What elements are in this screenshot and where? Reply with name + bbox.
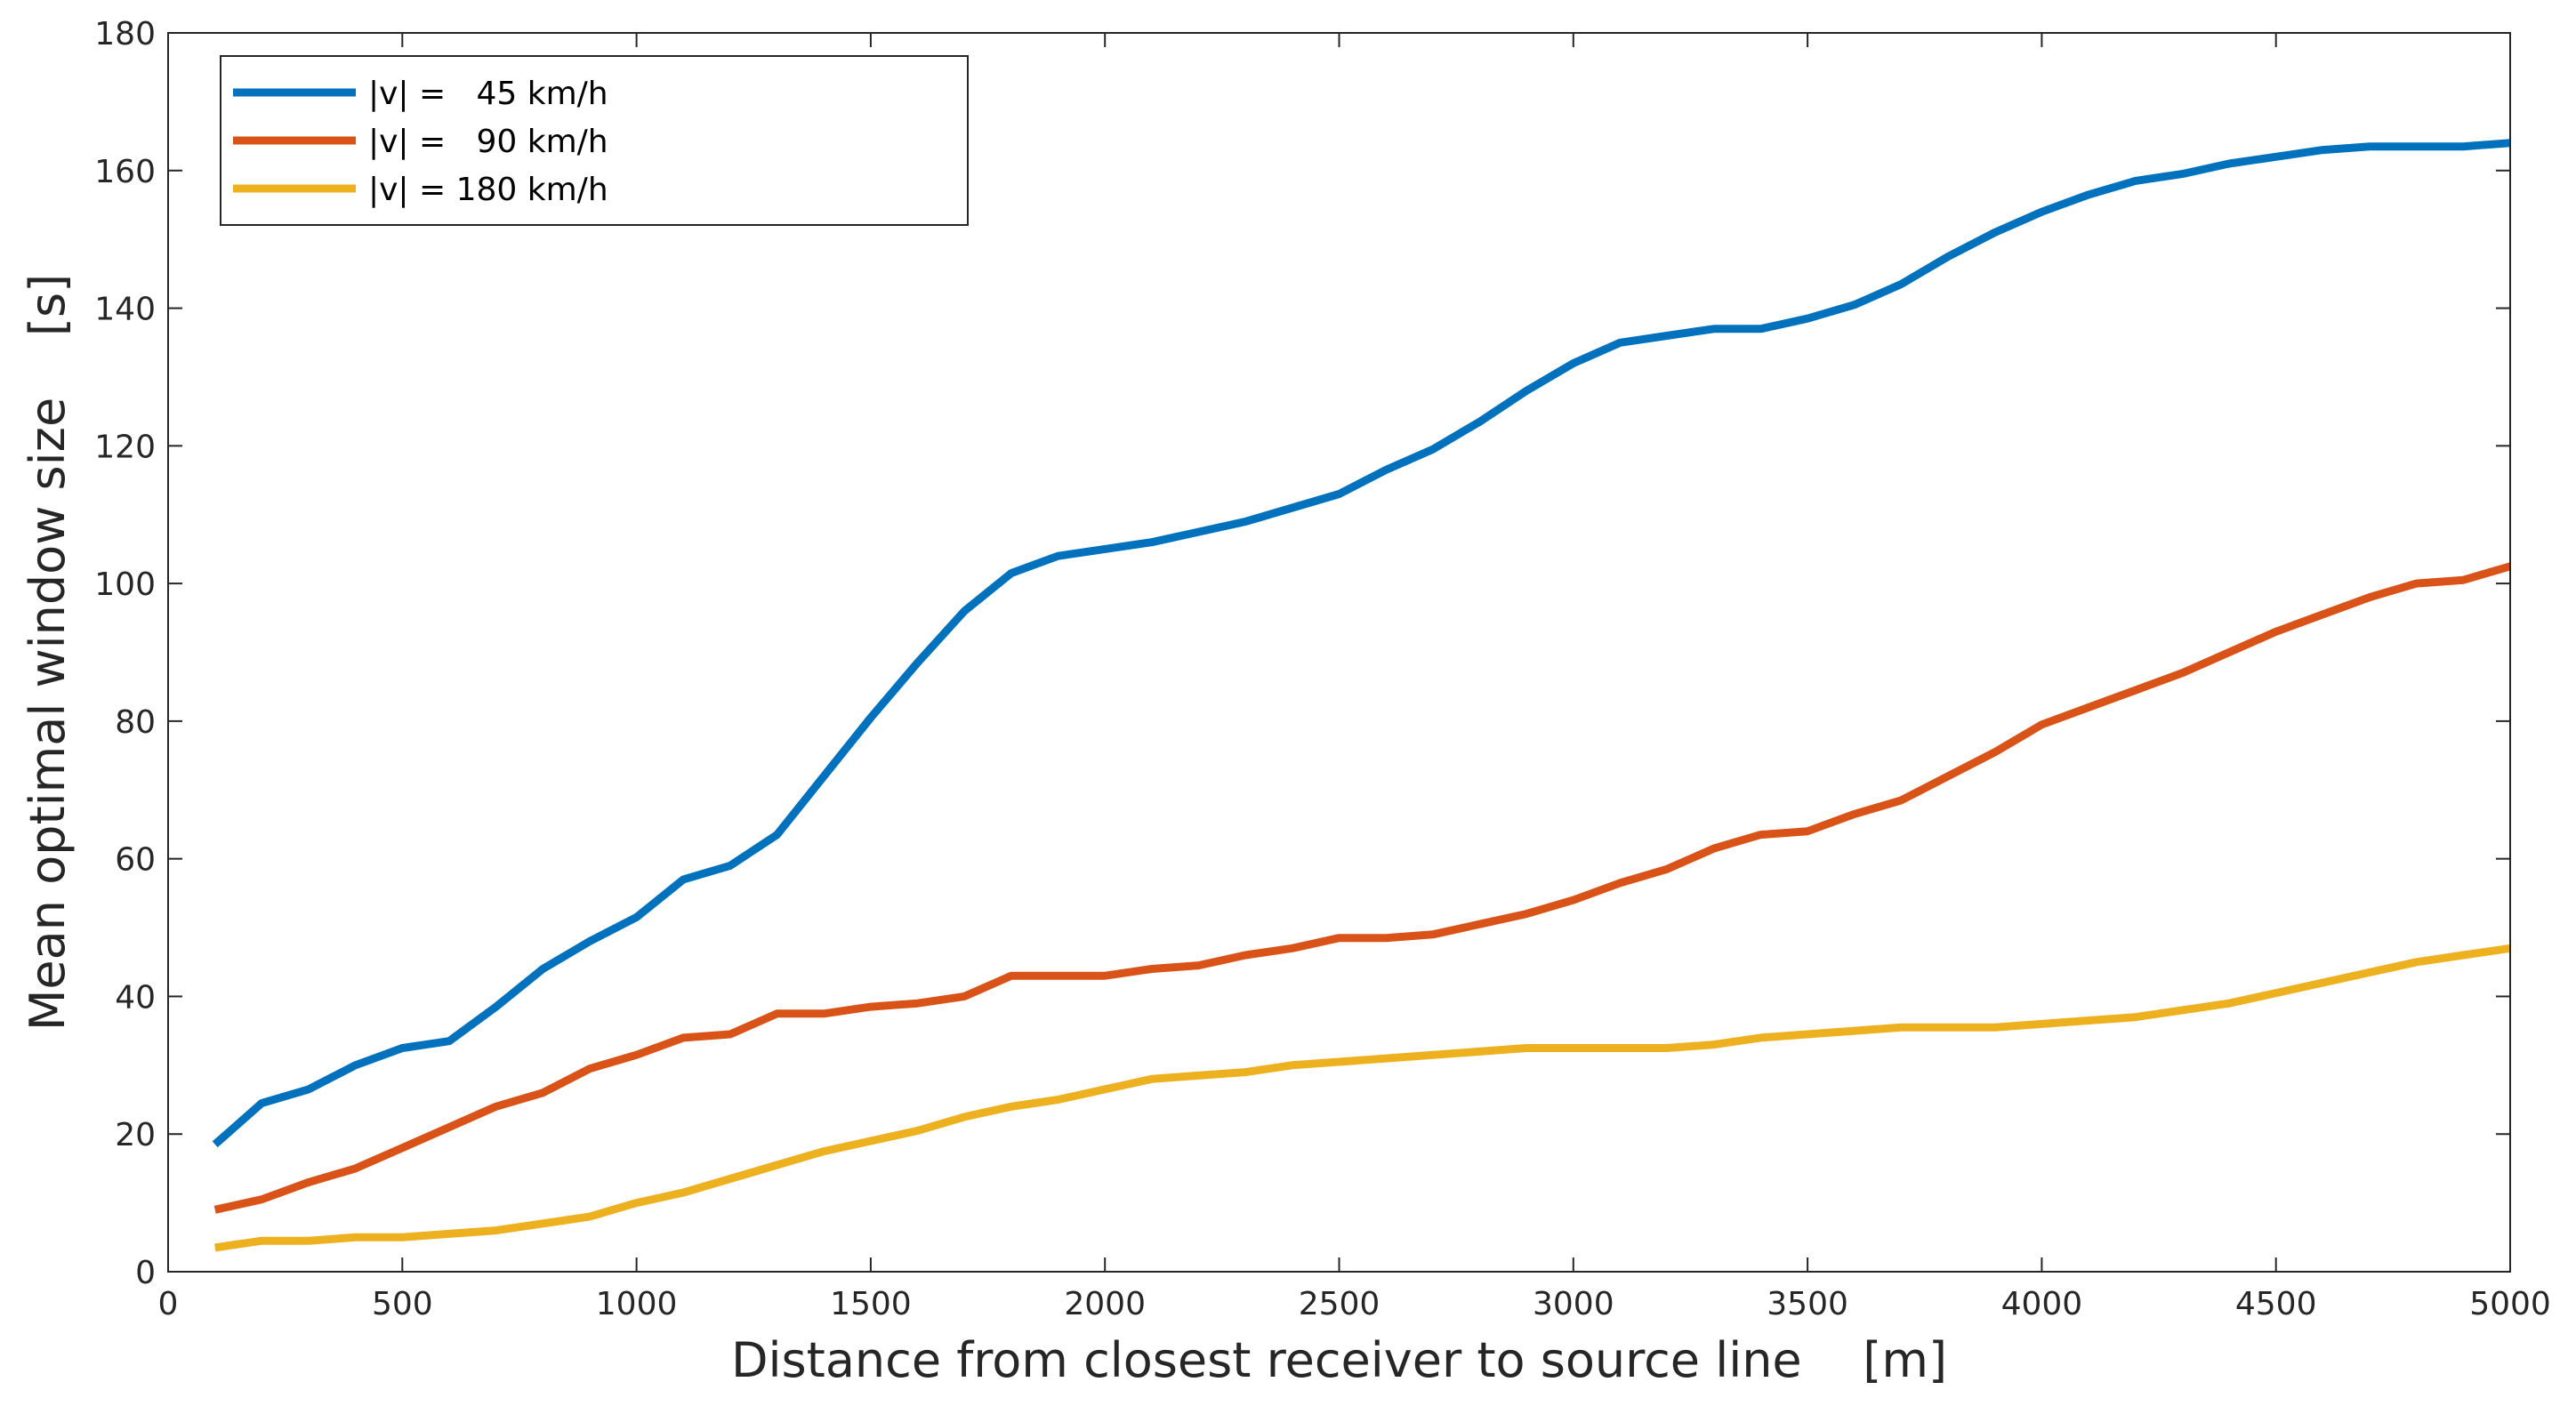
y-tick-label: 0 — [135, 1255, 156, 1291]
y-tick-label: 40 — [115, 979, 156, 1016]
y-axis-label: Mean optimal window size [s] — [20, 274, 76, 1031]
x-axis-label: Distance from closest receiver to source… — [731, 1332, 1947, 1388]
x-tick-label: 500 — [372, 1286, 433, 1322]
x-tick-label: 1500 — [830, 1286, 912, 1322]
series-line-2 — [213, 562, 2512, 1214]
series-line-1 — [212, 139, 2511, 1148]
legend-label-3: |v| = 180 km/h — [368, 172, 608, 208]
y-tick-label: 140 — [94, 292, 156, 328]
x-tick-label: 3000 — [1533, 1286, 1614, 1322]
series-layer — [212, 139, 2512, 1252]
legend-label-1: |v| = 45 km/h — [368, 76, 608, 112]
x-tick-label: 3500 — [1767, 1286, 1848, 1322]
y-tick-label: 160 — [94, 154, 156, 190]
x-tick-label: 4500 — [2235, 1286, 2317, 1322]
y-tick-label: 180 — [94, 16, 156, 52]
y-tick-label: 80 — [115, 704, 156, 741]
series-line-3 — [214, 944, 2511, 1252]
y-tick-label: 60 — [115, 842, 156, 879]
y-tick-label: 20 — [115, 1117, 156, 1153]
y-tick-label: 120 — [94, 429, 156, 465]
x-tick-label: 5000 — [2469, 1286, 2551, 1322]
x-tick-label: 0 — [158, 1286, 179, 1322]
x-tick-label: 4000 — [2001, 1286, 2083, 1322]
x-tick-label: 2500 — [1299, 1286, 1381, 1322]
legend-label-2: |v| = 90 km/h — [368, 124, 608, 160]
y-tick-label: 100 — [94, 566, 156, 603]
legend: |v| = 45 km/h |v| = 90 km/h |v| = 180 km/h — [220, 55, 969, 226]
x-tick-label: 1000 — [596, 1286, 678, 1322]
tick-layer: 0 500 1000 1500 2000 2500 3000 3500 4000 4500 5000… — [94, 16, 2551, 1322]
x-tick-label: 2000 — [1064, 1286, 1146, 1322]
